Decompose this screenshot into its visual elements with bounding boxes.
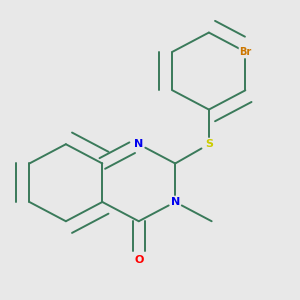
- Text: O: O: [134, 255, 143, 265]
- Text: N: N: [134, 139, 143, 149]
- Text: S: S: [205, 139, 213, 149]
- Text: N: N: [171, 197, 180, 207]
- Text: Br: Br: [239, 47, 251, 57]
